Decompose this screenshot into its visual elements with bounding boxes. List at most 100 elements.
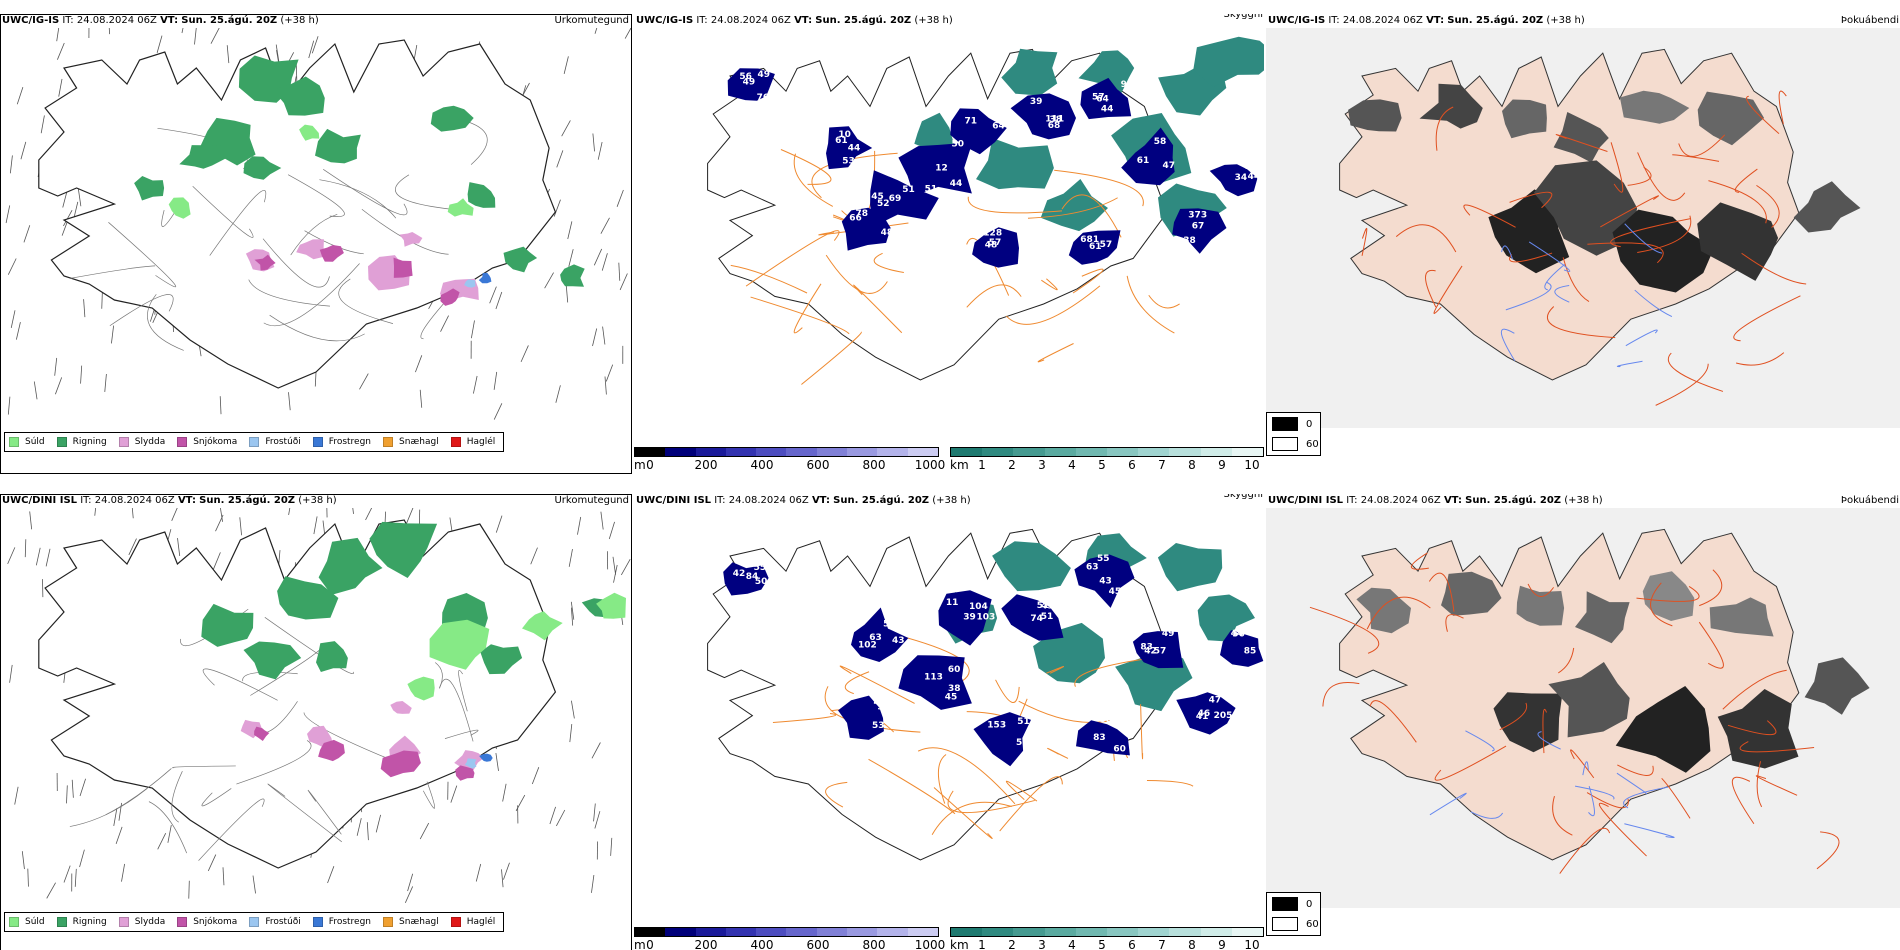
fog-area [1553, 112, 1609, 163]
wind-barb [597, 142, 603, 160]
road-line [1428, 572, 1455, 612]
scale-tick: 600 [806, 938, 830, 950]
road-line [1366, 596, 1431, 630]
wind-barb [352, 508, 354, 514]
cloud-base-label: 57 [1154, 646, 1167, 656]
wind-barb [10, 310, 16, 329]
colorbar-bin [725, 448, 757, 456]
wind-barb [167, 825, 172, 843]
low-cloud-area [1001, 594, 1064, 641]
low-visibility-area [1040, 179, 1108, 232]
rain-area [369, 521, 438, 578]
cloud-base-label: 52 [883, 619, 896, 629]
cloud-base-label: 61 [1089, 242, 1102, 252]
cloud-base-label: 75 [983, 107, 996, 117]
wind-barb [239, 517, 242, 536]
legend-swatch [1272, 917, 1298, 931]
wind-barb [288, 508, 291, 515]
wind-barb [549, 806, 556, 825]
legend-swatch [118, 437, 129, 447]
road-line [434, 662, 443, 689]
colorbar-bin [982, 448, 1014, 456]
road-line [745, 230, 840, 287]
road-line [1041, 278, 1058, 291]
fog-area [1793, 181, 1861, 233]
road-line [1369, 700, 1417, 743]
fog-area [1642, 571, 1695, 621]
map-frame [0, 14, 632, 474]
snow-area [455, 765, 475, 781]
road-line [730, 264, 808, 294]
river-line [1634, 289, 1673, 318]
road-line [1018, 700, 1110, 724]
scale-tick: 1000 [914, 938, 946, 950]
fog-index-panel: UWC/DINI ISL IT: 24.08.2024 06Z VT: Sun.… [1266, 494, 1900, 950]
wind-barb [94, 508, 97, 516]
cloud-base-label: 58 [1154, 137, 1167, 147]
sleet-area [307, 725, 333, 748]
colorbar-bin [786, 928, 817, 936]
cloud-base-label: 103 [977, 613, 996, 623]
wind-barb [592, 133, 595, 152]
drizzle-area [299, 124, 320, 141]
road-line [1395, 224, 1457, 253]
road-line [1433, 265, 1463, 314]
cloud-base-label: 60 [1113, 745, 1126, 755]
road-line [1148, 294, 1180, 309]
legend-swatch [249, 437, 260, 447]
cloud-base-label: 69 [889, 194, 902, 204]
legend-swatch [9, 917, 19, 927]
rain-area [560, 264, 585, 287]
road-line [1005, 780, 1038, 802]
road-line [1005, 285, 1101, 325]
scale-tick: 9 [1218, 938, 1226, 950]
wind-barb [602, 326, 606, 345]
legend-label: Frostregn [328, 917, 372, 927]
colorbar-bin [695, 448, 726, 456]
road-line [1499, 702, 1528, 731]
snow-area [380, 750, 421, 778]
init-time: 24.08.2024 06Z [728, 495, 809, 506]
road-line [824, 686, 921, 733]
cloud-base-label: 78 [856, 209, 869, 219]
low-cloud-area [841, 207, 891, 251]
wind-barb [493, 371, 498, 390]
scale-tick: 1000 [914, 458, 946, 472]
road-line [1816, 831, 1840, 870]
init-time: 24.08.2024 06Z [94, 495, 175, 506]
init-time: 24.08.2024 06Z [1342, 15, 1423, 26]
road-line [1547, 306, 1616, 339]
road-line [1667, 352, 1724, 392]
legend-item: Slydda [118, 437, 165, 447]
cloud-base-visibility-panel: UWC/IG-IS IT: 24.08.2024 06Z VT: Sun. 25… [634, 14, 1266, 476]
drizzle-area [168, 197, 191, 219]
valid-time-label: VT: [1443, 495, 1462, 506]
cloud-base-label: 58 [1100, 715, 1113, 725]
fog-area [1575, 591, 1630, 644]
river-line [1505, 281, 1552, 311]
fog-index-title: Þokuábendi [1840, 15, 1899, 26]
road-line [1047, 747, 1069, 759]
road-line [1708, 180, 1767, 224]
colorbar-bin [1044, 928, 1076, 936]
wind-barb [308, 40, 315, 59]
fog-area [1717, 689, 1799, 769]
colorbar-bin [907, 928, 938, 936]
cloud-base-label: 76 [757, 93, 770, 103]
rain-area [277, 576, 339, 620]
road-line [262, 238, 330, 288]
road-line [1699, 569, 1723, 607]
lead-time: (+38 h) [932, 495, 971, 506]
legend-label: Snæhagl [399, 917, 439, 927]
low-cloud-area [1010, 93, 1076, 140]
colorbar-bin [877, 448, 908, 456]
legend-label: Slydda [134, 917, 166, 927]
low-cloud-area [898, 655, 972, 710]
fog-area [1419, 83, 1483, 129]
wind-barb [288, 392, 291, 411]
panel-header: UWC/IG-IS IT: 24.08.2024 06Z VT: Sun. 25… [0, 14, 632, 28]
cloud-base-label: 113 [924, 673, 943, 683]
fog-index-legend: 0 60 [1266, 892, 1321, 936]
wind-barb [21, 851, 25, 870]
